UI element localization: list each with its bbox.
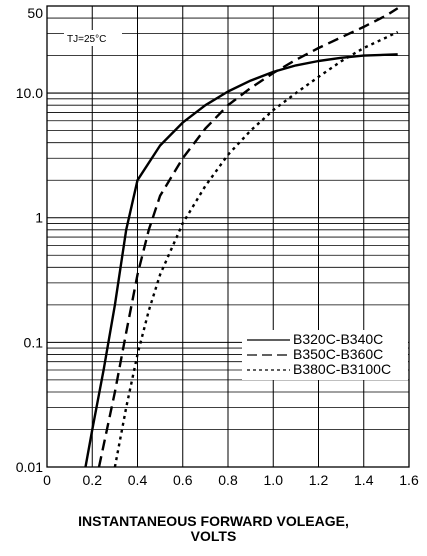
x-tick-label: 0 xyxy=(43,472,51,488)
x-tick-label: 0.6 xyxy=(173,472,193,488)
x-tick-label: 0.8 xyxy=(218,472,238,488)
y-tick-labels: 0.01 0.1 1 10.0 50 xyxy=(16,5,43,475)
x-tick-label: 1.0 xyxy=(264,472,284,488)
x-tick-label: 1.6 xyxy=(399,472,419,488)
major-gridlines xyxy=(46,5,410,468)
x-tick-label: 0.4 xyxy=(128,472,148,488)
temperature-label: TJ=25°C xyxy=(67,34,106,45)
series-line-1 xyxy=(84,53,398,468)
x-tick-label: 1.4 xyxy=(354,472,374,488)
series-line-3 xyxy=(113,30,399,468)
x-axis-label-line2: VOLTS xyxy=(190,528,237,544)
y-tick-label: 10.0 xyxy=(16,85,43,101)
x-axis-label-line1: INSTANTANEOUS FORWARD VOLEAGE, xyxy=(78,513,349,529)
x-tick-label: 1.2 xyxy=(309,472,329,488)
legend-label-3: B380C-B3100C xyxy=(293,361,391,377)
temperature-annotation: TJ=25°C xyxy=(64,30,122,46)
y-tick-label: 0.01 xyxy=(16,459,43,475)
x-tick-labels: 0 0.2 0.4 0.6 0.8 1.0 1.2 1.4 1.6 xyxy=(43,472,419,488)
series-layer xyxy=(84,7,399,468)
x-tick-label: 0.2 xyxy=(83,472,103,488)
x-axis-label: INSTANTANEOUS FORWARD VOLEAGE, VOLTS xyxy=(0,514,427,544)
y-tick-label: 0.1 xyxy=(24,334,44,350)
legend-label-2: B350C-B360C xyxy=(293,346,383,362)
y-tick-label: 50 xyxy=(27,5,43,21)
series-line-2 xyxy=(97,7,399,468)
plot-frame xyxy=(46,5,410,468)
y-tick-label: 1 xyxy=(35,210,43,226)
legend-label-1: B320C-B340C xyxy=(293,331,383,347)
